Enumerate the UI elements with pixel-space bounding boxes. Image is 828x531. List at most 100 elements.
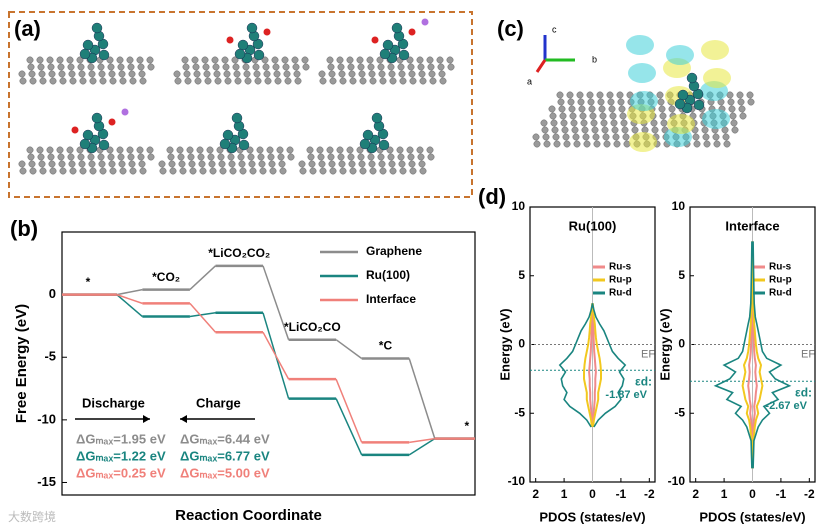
atom bbox=[244, 77, 252, 85]
ru-atom bbox=[686, 72, 698, 84]
atom bbox=[38, 70, 46, 78]
li-atom bbox=[421, 18, 429, 26]
atom bbox=[298, 160, 306, 168]
atom bbox=[399, 77, 407, 85]
axis-letter: a bbox=[527, 76, 532, 86]
atom bbox=[319, 77, 327, 85]
atom bbox=[174, 77, 182, 85]
atom bbox=[182, 63, 190, 71]
atom bbox=[338, 70, 346, 78]
atom bbox=[276, 146, 284, 154]
atom bbox=[419, 77, 427, 85]
atom bbox=[326, 146, 334, 154]
atom bbox=[367, 153, 375, 161]
o-atom bbox=[371, 36, 379, 44]
x-axis-label: Reaction Coordinate bbox=[175, 507, 322, 524]
atom bbox=[77, 63, 85, 71]
atom bbox=[583, 140, 591, 148]
atom bbox=[703, 140, 711, 148]
atom bbox=[176, 146, 184, 154]
panel-label: (a) bbox=[14, 16, 41, 41]
atom bbox=[593, 140, 601, 148]
atom bbox=[237, 153, 245, 161]
atom bbox=[258, 160, 266, 168]
atom bbox=[702, 133, 710, 141]
atom bbox=[338, 160, 346, 168]
atom bbox=[282, 63, 290, 71]
atom bbox=[197, 153, 205, 161]
atom bbox=[336, 56, 344, 64]
atom bbox=[553, 140, 561, 148]
atom bbox=[429, 77, 437, 85]
atom bbox=[356, 146, 364, 154]
atom bbox=[378, 160, 386, 168]
o-atom bbox=[71, 126, 79, 134]
atom bbox=[737, 98, 745, 106]
atom bbox=[178, 160, 186, 168]
ru-atom bbox=[379, 48, 391, 60]
legend-label: Graphene bbox=[366, 244, 422, 258]
atom bbox=[26, 56, 34, 64]
atom bbox=[562, 133, 570, 141]
atom bbox=[721, 126, 729, 134]
atom bbox=[129, 77, 137, 85]
atom bbox=[388, 160, 396, 168]
atom bbox=[56, 146, 64, 154]
dg-label: ΔGₘₐₓ=1.22 eV bbox=[76, 448, 166, 463]
atom bbox=[273, 70, 281, 78]
atom bbox=[67, 153, 75, 161]
atom bbox=[439, 77, 447, 85]
atom bbox=[540, 119, 548, 127]
atom bbox=[209, 167, 217, 175]
o-atom bbox=[108, 118, 116, 126]
dg-label: ΔGₘₐₓ=1.95 eV bbox=[76, 431, 166, 446]
x-axis-label: PDOS (states/eV) bbox=[539, 509, 645, 524]
atom bbox=[388, 70, 396, 78]
atom bbox=[27, 153, 35, 161]
atom bbox=[656, 91, 664, 99]
connector bbox=[335, 378, 363, 443]
atom bbox=[587, 98, 595, 106]
atom bbox=[28, 160, 36, 168]
atom bbox=[283, 70, 291, 78]
atom bbox=[597, 98, 605, 106]
step-label: * bbox=[465, 419, 470, 433]
atom bbox=[586, 91, 594, 99]
y-tick-label: 10 bbox=[512, 199, 526, 213]
y-tick-label: 5 bbox=[678, 268, 685, 282]
connector bbox=[189, 265, 217, 291]
step-label: *C bbox=[379, 339, 393, 353]
atom bbox=[379, 167, 387, 175]
atom bbox=[89, 167, 97, 175]
atom bbox=[183, 70, 191, 78]
atom bbox=[266, 146, 274, 154]
ru-atom bbox=[693, 99, 705, 111]
atom bbox=[419, 167, 427, 175]
ru-atom bbox=[677, 89, 689, 101]
atom bbox=[68, 70, 76, 78]
y-axis-label: Energy (eV) bbox=[657, 308, 672, 380]
atom bbox=[561, 126, 569, 134]
connector bbox=[408, 438, 436, 456]
atom bbox=[46, 56, 54, 64]
atom bbox=[147, 153, 155, 161]
atom bbox=[590, 119, 598, 127]
atom bbox=[254, 77, 262, 85]
atom bbox=[739, 112, 747, 120]
y-axis-label: Free Energy (eV) bbox=[13, 304, 30, 423]
ru-atom bbox=[398, 49, 410, 61]
atom bbox=[620, 119, 628, 127]
atom bbox=[550, 119, 558, 127]
axis-letter: c bbox=[552, 24, 557, 34]
x-tick-label: -2 bbox=[644, 487, 655, 501]
atom bbox=[346, 146, 354, 154]
atom bbox=[602, 133, 610, 141]
atom bbox=[722, 133, 730, 141]
atom bbox=[577, 98, 585, 106]
atom bbox=[736, 91, 744, 99]
atom bbox=[348, 70, 356, 78]
atom bbox=[57, 63, 65, 71]
step-label: * bbox=[86, 275, 91, 289]
atom bbox=[293, 70, 301, 78]
atom bbox=[48, 70, 56, 78]
